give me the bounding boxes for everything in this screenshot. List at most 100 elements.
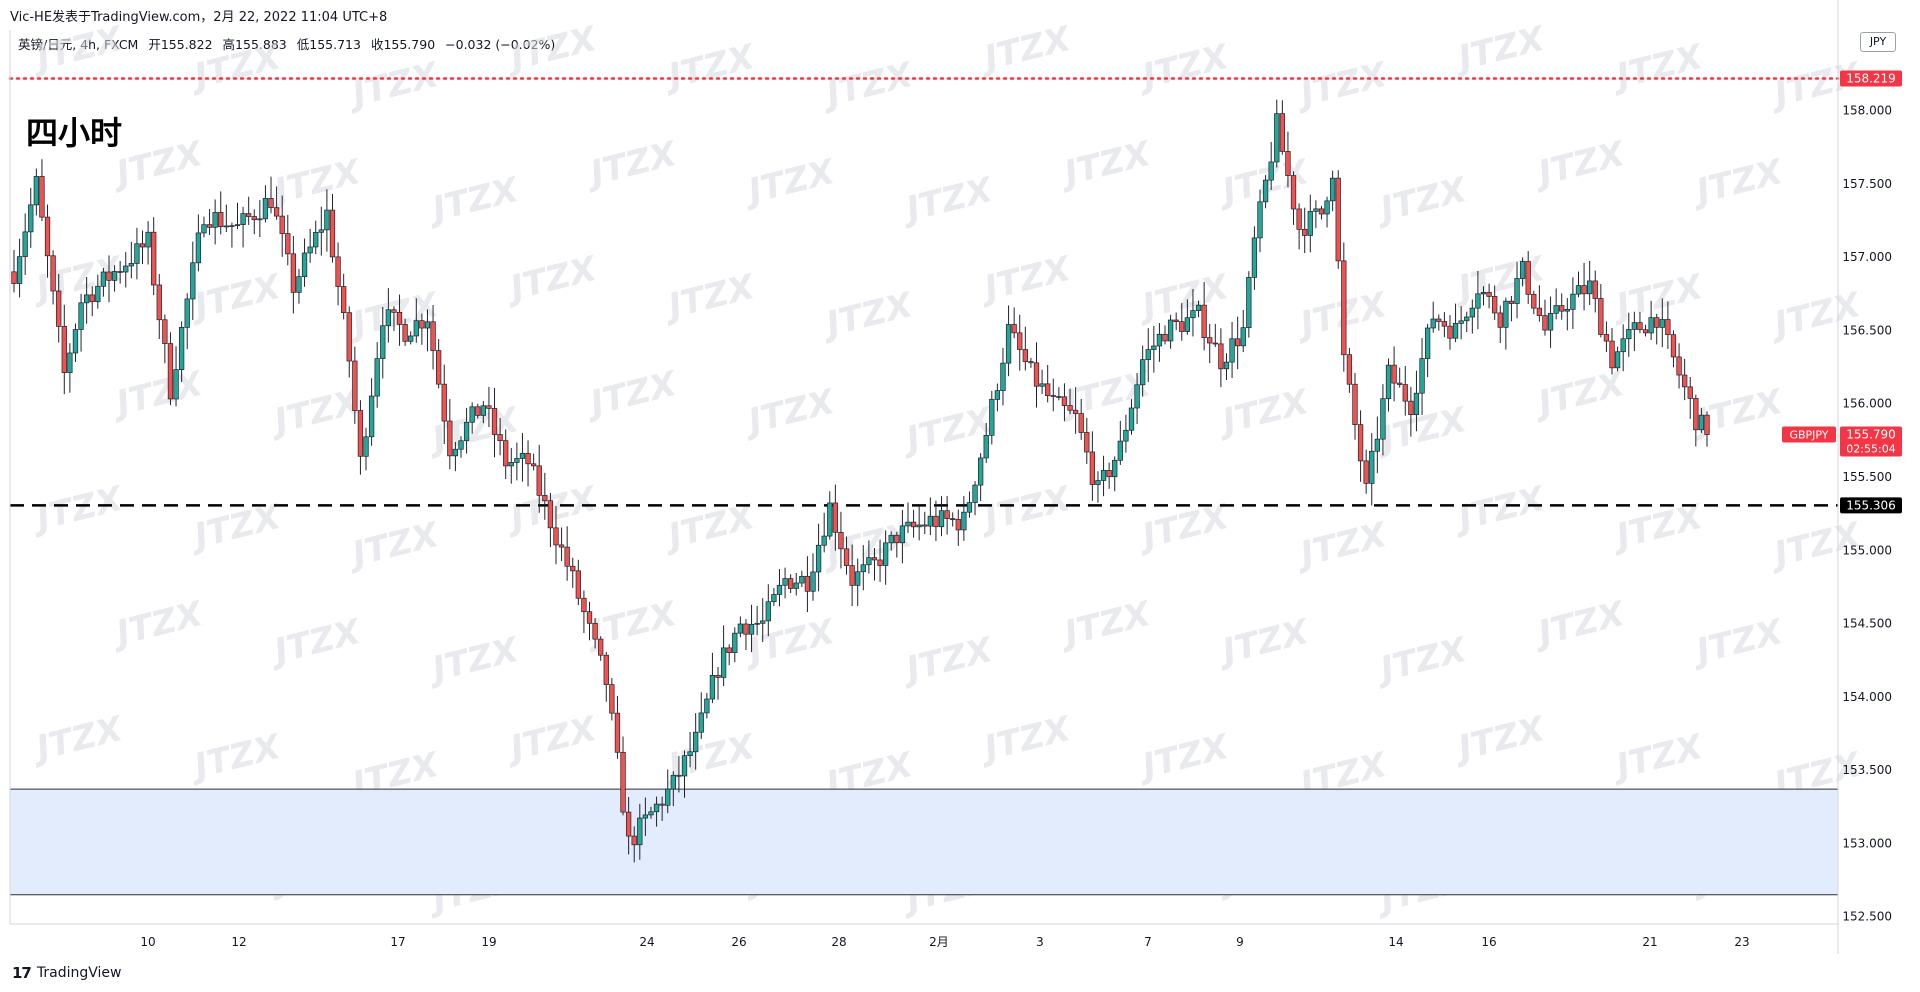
candle-body: [1682, 374, 1688, 388]
candle-body: [128, 263, 134, 267]
candle-body: [581, 597, 587, 613]
candle-body: [1190, 310, 1196, 319]
candle-body: [1508, 300, 1515, 304]
watermark-text: JTZX: [501, 249, 602, 311]
candle-body: [341, 286, 347, 314]
candle-body: [547, 500, 554, 529]
candle-body: [575, 570, 581, 599]
candle-body: [111, 271, 118, 281]
currency-badge[interactable]: JPY: [1860, 32, 1896, 52]
candle-body: [1212, 342, 1218, 345]
candle-body: [100, 271, 107, 287]
candle-body: [1408, 400, 1414, 416]
candle-body: [1687, 386, 1693, 399]
candle-body: [955, 518, 961, 531]
watermark-text: JTZX: [1529, 364, 1630, 426]
price-tick-label: 154.500: [1842, 617, 1892, 631]
candle-body: [1341, 260, 1347, 356]
watermark-text: JTZX: [107, 364, 208, 426]
watermark-text: JTZX: [343, 55, 444, 117]
watermark-text: JTZX: [1449, 479, 1550, 541]
candle-body: [1335, 177, 1341, 262]
candle-body: [637, 817, 643, 846]
candle-body: [402, 324, 408, 342]
candle-body: [804, 575, 811, 592]
candle-body: [1514, 278, 1520, 304]
watermark-text: JTZX: [1133, 267, 1234, 329]
candle-body: [329, 209, 336, 258]
price-tick-label: 155.000: [1842, 543, 1892, 557]
watermark-text: JTZX: [265, 152, 366, 214]
candlestick-series: [11, 99, 1710, 863]
candle-body: [475, 406, 481, 416]
candle-body: [1033, 362, 1040, 387]
candle-body: [631, 835, 637, 846]
close-value: 收155.790: [371, 37, 435, 52]
watermark-text: JTZX: [1607, 37, 1708, 99]
candle-body: [78, 302, 84, 330]
candle-body: [1201, 304, 1207, 338]
candle-body: [754, 622, 760, 625]
candle-body: [938, 510, 945, 528]
candle-body: [1380, 398, 1386, 440]
candle-body: [1564, 309, 1570, 312]
candle-body: [1369, 450, 1375, 484]
candle-body: [709, 674, 716, 700]
candle-body: [1145, 349, 1151, 361]
candle-body: [435, 350, 442, 385]
candle-body: [888, 534, 894, 544]
watermark-text: JTZX: [1291, 55, 1392, 117]
candle-body: [1642, 329, 1649, 334]
candle-body: [1570, 293, 1576, 310]
candle-body: [1324, 200, 1330, 215]
open-label: 开: [148, 37, 161, 52]
watermark-text: JTZX: [659, 37, 760, 99]
watermark-text: JTZX: [975, 709, 1076, 771]
candle-body: [1279, 113, 1286, 152]
low-number: 155.713: [309, 37, 361, 52]
time-tick-label: 24: [639, 935, 654, 949]
candle-body: [1072, 409, 1079, 414]
candle-body: [1637, 322, 1643, 331]
candle-body: [1257, 201, 1263, 239]
watermark-text: JTZX: [1529, 594, 1630, 656]
candle-body: [1486, 292, 1492, 297]
high-number: 155.883: [235, 37, 287, 52]
candle-body: [178, 326, 185, 371]
candle-body: [737, 623, 744, 634]
symbol-description[interactable]: 英镑/日元, 4h, FXCM: [18, 37, 139, 52]
candle-body: [536, 465, 542, 496]
candle-body: [1313, 208, 1319, 212]
candle-body: [1670, 334, 1677, 358]
tradingview-brand: TradingView: [36, 965, 122, 981]
candle-body: [542, 494, 548, 502]
candle-body: [1095, 480, 1101, 485]
candle-body: [1346, 354, 1353, 385]
candle-body: [1078, 413, 1084, 433]
candle-body: [950, 518, 956, 520]
watermark-text: JTZX: [107, 594, 208, 656]
candle-body: [1698, 414, 1705, 431]
price-tick-label: 156.000: [1842, 397, 1892, 411]
candle-body: [1067, 405, 1073, 411]
candle-body: [503, 440, 509, 467]
candle-body: [1039, 383, 1045, 387]
candle-body: [715, 674, 721, 678]
candle-body: [335, 256, 341, 287]
watermark-text: JTZX: [1371, 400, 1472, 462]
candle-body: [1603, 334, 1610, 342]
candle-body: [1268, 161, 1274, 181]
tradingview-logo[interactable]: 17 TradingView: [12, 964, 121, 982]
candle-body: [1352, 383, 1358, 425]
candle-body: [1531, 293, 1537, 309]
candle-body: [1240, 327, 1246, 347]
close-number: 155.790: [383, 37, 436, 52]
candle-body: [1581, 285, 1587, 295]
candle-body: [508, 462, 514, 467]
candle-body: [396, 312, 403, 325]
candle-body: [458, 440, 464, 450]
open-value: 开155.822: [148, 37, 212, 52]
candle-body: [1011, 324, 1017, 334]
watermark-text: JTZX: [897, 170, 998, 232]
